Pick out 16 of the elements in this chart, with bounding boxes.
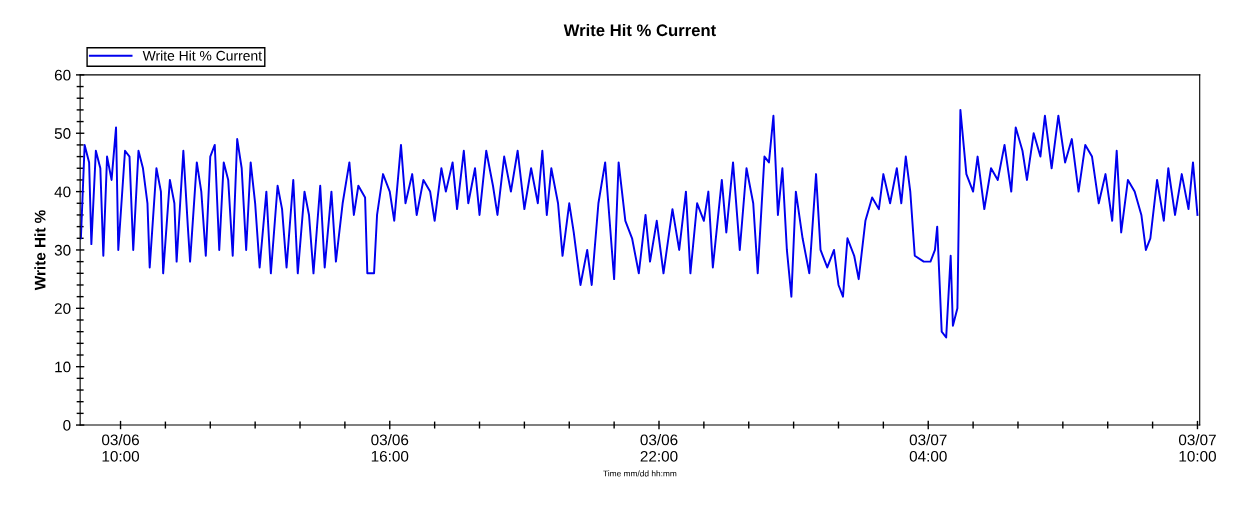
x-axis-title: Time mm/dd hh:mm xyxy=(603,470,677,477)
y-tick-label: 0 xyxy=(63,419,71,431)
x-tick-label: 03/06 22:00 xyxy=(640,434,678,462)
y-tick-label: 40 xyxy=(54,186,71,198)
chart-title: Write Hit % Current xyxy=(563,23,716,37)
y-axis-title: Write Hit % xyxy=(34,210,46,291)
x-tick-label: 03/06 16:00 xyxy=(371,434,409,462)
x-tick-label: 03/07 10:00 xyxy=(1178,434,1216,462)
y-tick-label: 60 xyxy=(54,69,71,81)
x-tick-label: 03/06 10:00 xyxy=(102,434,140,462)
y-tick-label: 20 xyxy=(54,303,71,315)
y-tick-label: 10 xyxy=(55,361,71,373)
legend-label: Write Hit % Current xyxy=(142,50,262,61)
y-tick-label: 50 xyxy=(54,128,71,139)
y-tick-label: 30 xyxy=(54,244,71,256)
x-tick-label: 03/07 04:00 xyxy=(909,434,947,462)
